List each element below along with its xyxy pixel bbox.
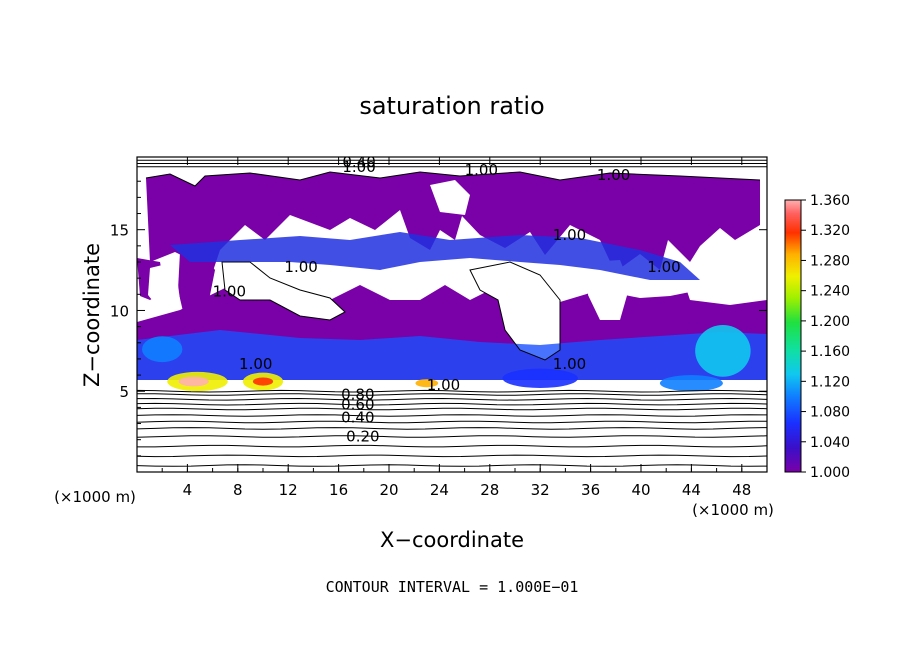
x-axis: 4 8 12 16 20 24 28 32 36 40 44 48 — [161, 157, 751, 499]
contour-label: 1.00 — [427, 376, 460, 394]
contour-label: 1.00 — [213, 282, 246, 300]
contour-label: 1.00 — [342, 158, 375, 176]
plot-area: 0.200.400.600.801.001.001.001.001.00 1.00… — [110, 153, 768, 499]
contour-line — [137, 389, 767, 393]
x-tick-label: 4 — [183, 481, 193, 499]
contour-label: 0.20 — [346, 428, 379, 446]
saturated-region — [178, 250, 215, 320]
contour-line — [137, 402, 767, 406]
y-tick-label: 10 — [110, 302, 129, 320]
contour-label: 1.00 — [647, 258, 680, 276]
x-tick-label: 12 — [279, 481, 298, 499]
unsaturated-region — [148, 262, 180, 310]
unsaturated-region — [470, 262, 560, 360]
supersaturated-region — [137, 330, 767, 380]
x-tick-label: 32 — [531, 481, 550, 499]
contour-line — [469, 261, 561, 361]
contour-label: 0.80 — [341, 386, 374, 404]
contour-line — [145, 171, 761, 187]
contour-line — [137, 464, 767, 467]
contour-label: 1.00 — [553, 226, 586, 244]
supersaturation-blob — [415, 379, 439, 388]
colorbar-label: 1.280 — [810, 253, 850, 269]
colorbar-label: 1.200 — [810, 314, 850, 330]
chart-title: saturation ratio — [359, 92, 544, 120]
supersaturation-blob — [695, 325, 751, 377]
colorbar-label: 1.080 — [810, 405, 850, 421]
supersaturation-blob — [659, 375, 723, 392]
supersaturation-blobs — [142, 325, 751, 392]
colorbar-label: 1.040 — [810, 435, 850, 451]
x-tick-label: 44 — [682, 481, 701, 499]
unsaturated-region — [222, 262, 345, 320]
x-tick-label: 36 — [581, 481, 600, 499]
colorbar-gradient — [784, 199, 802, 473]
y-tick-label: 5 — [119, 383, 129, 401]
contour-line — [137, 420, 767, 424]
unsaturated-region — [430, 180, 470, 215]
contour-labels: 0.200.400.600.801.001.001.001.001.00 1.00… — [213, 153, 681, 446]
supersaturated-region — [170, 232, 700, 280]
x-tick-label: 24 — [430, 481, 449, 499]
colorbar-label: 1.240 — [810, 284, 850, 300]
x-tick-label: 48 — [732, 481, 751, 499]
y-tick-label: 15 — [110, 222, 129, 240]
unsaturated-region — [588, 260, 630, 320]
x-axis-unit: (×1000 m) — [692, 501, 774, 519]
unsaturated-region — [680, 262, 767, 305]
x-tick-label: 16 — [329, 481, 348, 499]
contour-line — [221, 261, 346, 321]
supersaturation-blob — [502, 368, 578, 388]
supersaturation-blob — [252, 377, 274, 386]
colorbar-label: 1.320 — [810, 223, 850, 239]
contour-label: 1.00 — [284, 258, 317, 276]
y-axis: 5 10 15 — [110, 180, 767, 457]
colorbar-label: 1.160 — [810, 344, 850, 360]
contour-line — [137, 454, 767, 458]
x-tick-label: 20 — [379, 481, 398, 499]
stratified-contours — [137, 159, 767, 467]
x-tick-label: 40 — [631, 481, 650, 499]
x-tick-label: 8 — [233, 481, 243, 499]
colorbar-labels: 1.360 1.320 1.280 1.240 1.200 1.160 1.120 1.080… — [801, 193, 850, 481]
plot-frame — [136, 156, 768, 473]
contour-line — [137, 414, 767, 417]
x-axis-label: X−coordinate — [380, 528, 524, 552]
contour-label: 0.40 — [341, 408, 374, 426]
colorbar: 1.360 1.320 1.280 1.240 1.200 1.160 1.120 1.080… — [784, 193, 850, 481]
contour-line — [137, 444, 767, 448]
colorbar-label: 1.120 — [810, 374, 850, 390]
contour-line — [137, 393, 767, 396]
contour-interval-note: CONTOUR INTERVAL = 1.000E−01 — [326, 578, 579, 596]
contour-label: 1.00 — [553, 355, 586, 373]
contour-line — [137, 407, 767, 411]
contour-label: 1.00 — [465, 161, 498, 179]
cloud-field — [137, 171, 767, 380]
contour-line — [137, 435, 767, 438]
contour-label: 0.40 — [342, 153, 375, 171]
y-axis-label: Z−coordinate — [80, 243, 104, 387]
supersaturation-blob — [178, 376, 209, 387]
colorbar-label: 1.000 — [810, 465, 850, 481]
supersaturation-blob — [142, 336, 183, 363]
y-axis-unit: (×1000 m) — [54, 488, 136, 506]
contour-line — [137, 397, 767, 401]
x-tick-label: 28 — [480, 481, 499, 499]
contour-label: 0.60 — [341, 395, 374, 413]
contour-label: 1.00 — [239, 355, 272, 373]
contour-label: 1.00 — [597, 166, 630, 184]
colorbar-label: 1.360 — [810, 193, 850, 209]
contour-line — [137, 427, 767, 430]
